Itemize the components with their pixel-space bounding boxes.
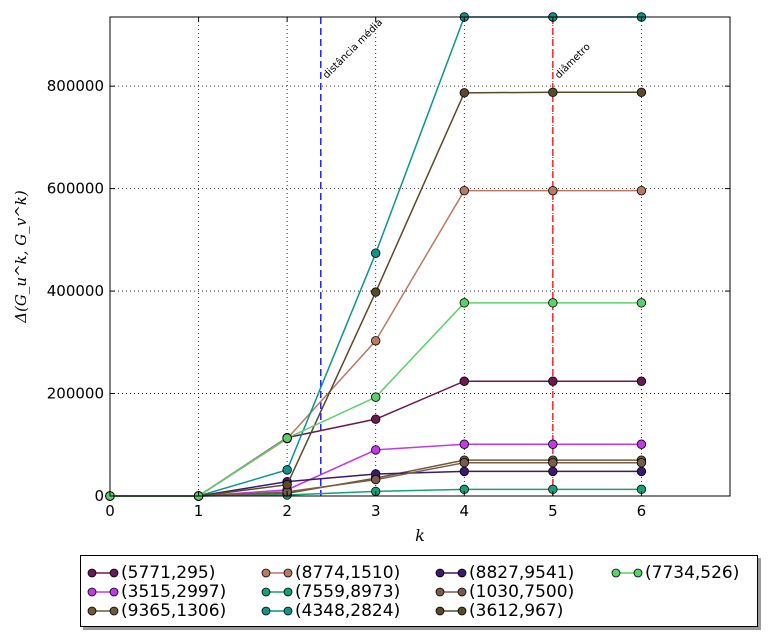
y-tick-label: 0 bbox=[94, 487, 104, 505]
legend-swatch bbox=[261, 606, 293, 615]
legend-item: (7559,8973) bbox=[261, 581, 401, 602]
data-point bbox=[459, 88, 469, 98]
x-tick-label: 0 bbox=[105, 502, 115, 520]
legend-label: (3515,2997) bbox=[121, 581, 227, 602]
reference-label: diâmetro bbox=[552, 41, 592, 81]
data-point bbox=[459, 298, 469, 308]
legend-item: (9365,1306) bbox=[87, 600, 227, 621]
legend: (5771,295) (3515,2997) (9365,1306) (8774,15… bbox=[80, 555, 758, 627]
data-point bbox=[459, 376, 469, 386]
legend-item: (7734,526) bbox=[611, 562, 740, 583]
legend-swatch bbox=[87, 568, 119, 577]
x-tick-label: 3 bbox=[371, 502, 381, 520]
x-axis-label: k bbox=[415, 526, 425, 545]
legend-swatch bbox=[611, 568, 643, 577]
legend-label: (7734,526) bbox=[645, 562, 740, 583]
data-point bbox=[459, 466, 469, 477]
y-axis-label: Δ(G_u^k, G_v^k) bbox=[12, 190, 30, 324]
data-point bbox=[371, 287, 381, 297]
legend-item: (8774,1510) bbox=[261, 562, 401, 583]
y-tick-label: 200000 bbox=[47, 385, 104, 403]
x-tick-label: 4 bbox=[460, 502, 470, 520]
data-point bbox=[371, 392, 381, 402]
data-point bbox=[636, 376, 647, 386]
data-point bbox=[459, 185, 469, 196]
legend-swatch bbox=[435, 568, 467, 577]
data-point bbox=[636, 185, 647, 196]
data-point bbox=[282, 480, 292, 490]
legend-item: (3515,2997) bbox=[87, 581, 227, 602]
data-point bbox=[282, 465, 292, 475]
legend-item: (4348,2824) bbox=[261, 600, 401, 621]
legend-label: (3612,967) bbox=[469, 600, 564, 621]
data-point bbox=[548, 298, 558, 308]
y-tick-label: 600000 bbox=[47, 180, 104, 198]
legend-swatch bbox=[435, 606, 467, 615]
legend-swatch bbox=[87, 606, 119, 615]
data-point bbox=[459, 439, 469, 449]
legend-swatch bbox=[87, 587, 119, 596]
legend-label: (8827,9541) bbox=[469, 562, 575, 583]
y-tick-label: 800000 bbox=[47, 77, 104, 95]
data-point bbox=[548, 466, 558, 477]
data-point bbox=[371, 336, 381, 346]
data-point bbox=[636, 298, 647, 308]
x-tick-label: 1 bbox=[194, 502, 204, 520]
data-point bbox=[548, 458, 558, 468]
legend-swatch bbox=[435, 587, 467, 596]
data-point bbox=[636, 439, 647, 449]
data-point bbox=[459, 458, 469, 468]
axis-ticks: 0 1 2 3 4 5 6 0 200000 400000 600000 800000 bbox=[47, 17, 730, 520]
legend-label: (7559,8973) bbox=[295, 581, 401, 602]
legend-label: (5771,295) bbox=[121, 562, 216, 583]
data-point bbox=[371, 445, 381, 455]
legend-label: (9365,1306) bbox=[121, 600, 227, 621]
x-tick-label: 2 bbox=[282, 502, 292, 520]
legend-swatch bbox=[261, 568, 293, 577]
legend-item: (3612,967) bbox=[435, 600, 564, 621]
legend-label: (4348,2824) bbox=[295, 600, 401, 621]
legend-label: (8774,1510) bbox=[295, 562, 401, 583]
y-tick-label: 400000 bbox=[47, 282, 104, 300]
data-point bbox=[548, 185, 558, 196]
legend-item: (5771,295) bbox=[87, 562, 216, 583]
legend-swatch bbox=[261, 587, 293, 596]
data-point bbox=[371, 474, 381, 485]
chart: distância média diâmetro 0 1 2 3 4 5 6 0 200000 40… bbox=[12, 12, 731, 545]
data-point bbox=[636, 87, 647, 98]
data-point bbox=[636, 466, 647, 477]
data-point bbox=[548, 87, 558, 98]
grid bbox=[110, 17, 730, 496]
legend-item: (1030,7500) bbox=[435, 581, 575, 602]
data-point bbox=[282, 433, 292, 443]
reference-label: distância média bbox=[320, 16, 385, 81]
legend-item: (8827,9541) bbox=[435, 562, 575, 583]
data-point bbox=[548, 376, 558, 386]
x-tick-label: 5 bbox=[548, 502, 558, 520]
data-point bbox=[548, 439, 558, 449]
data-point bbox=[371, 414, 381, 424]
data-point bbox=[636, 458, 647, 468]
x-tick-label: 6 bbox=[637, 502, 647, 520]
data-point bbox=[371, 248, 381, 258]
plot-frame bbox=[109, 16, 731, 497]
legend-label: (1030,7500) bbox=[469, 581, 575, 602]
